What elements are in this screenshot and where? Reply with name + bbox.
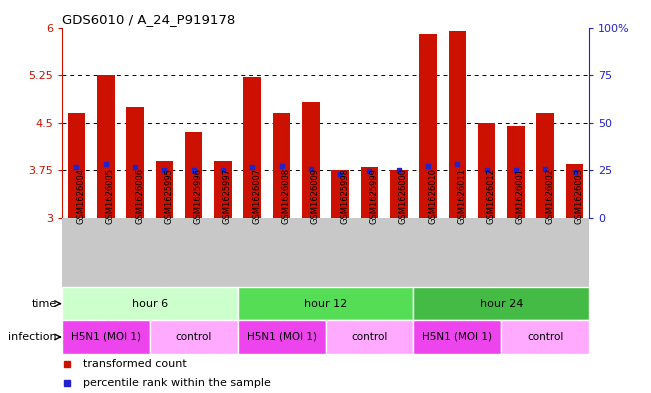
Text: GSM1625999: GSM1625999 [369, 168, 378, 224]
Bar [501, 320, 589, 354]
Bar [273, 113, 290, 218]
Bar [419, 34, 437, 218]
Text: GSM1626001: GSM1626001 [516, 168, 525, 224]
Text: GSM1626003: GSM1626003 [574, 167, 583, 224]
Text: transformed count: transformed count [83, 358, 187, 369]
Bar [331, 171, 349, 218]
Text: hour 12: hour 12 [304, 299, 347, 309]
Text: GSM1625998: GSM1625998 [340, 168, 349, 224]
Text: GSM1625996: GSM1625996 [193, 168, 202, 224]
Bar [238, 320, 326, 354]
Bar [566, 164, 583, 218]
Text: GSM1626009: GSM1626009 [311, 168, 320, 224]
Text: percentile rank within the sample: percentile rank within the sample [83, 378, 271, 388]
Bar [68, 113, 85, 218]
Text: H5N1 (MOI 1): H5N1 (MOI 1) [422, 332, 492, 342]
Bar [390, 171, 408, 218]
Bar [507, 126, 525, 218]
Bar [150, 320, 238, 354]
Bar [238, 287, 413, 320]
Bar [243, 77, 261, 218]
Text: GSM1626006: GSM1626006 [135, 167, 144, 224]
Text: GSM1625997: GSM1625997 [223, 168, 232, 224]
Bar [326, 320, 413, 354]
Text: GSM1626012: GSM1626012 [486, 168, 495, 224]
Bar [62, 287, 238, 320]
Text: control: control [176, 332, 212, 342]
Bar [536, 113, 554, 218]
Text: GSM1626005: GSM1626005 [105, 168, 115, 224]
Text: H5N1 (MOI 1): H5N1 (MOI 1) [71, 332, 141, 342]
Bar [214, 161, 232, 218]
Text: GSM1626004: GSM1626004 [77, 168, 85, 224]
Text: GSM1625995: GSM1625995 [164, 168, 173, 224]
Text: time: time [31, 299, 57, 309]
Text: GSM1626000: GSM1626000 [398, 168, 408, 224]
Text: control: control [352, 332, 387, 342]
Bar [449, 31, 466, 218]
Bar [185, 132, 202, 218]
Bar [126, 107, 144, 218]
Text: control: control [527, 332, 563, 342]
Text: GSM1626002: GSM1626002 [545, 168, 554, 224]
Bar [97, 75, 115, 218]
Bar [302, 103, 320, 218]
Bar [478, 123, 495, 218]
Bar [156, 161, 173, 218]
Text: hour 6: hour 6 [132, 299, 168, 309]
Bar [361, 167, 378, 218]
Bar [413, 287, 589, 320]
Bar [62, 320, 150, 354]
Text: GSM1626010: GSM1626010 [428, 168, 437, 224]
Text: infection: infection [8, 332, 57, 342]
Bar [413, 320, 501, 354]
Text: hour 24: hour 24 [480, 299, 523, 309]
Text: H5N1 (MOI 1): H5N1 (MOI 1) [247, 332, 316, 342]
Text: GSM1626011: GSM1626011 [457, 168, 466, 224]
Text: GSM1626007: GSM1626007 [252, 167, 261, 224]
Text: GDS6010 / A_24_P919178: GDS6010 / A_24_P919178 [62, 13, 235, 26]
Text: GSM1626008: GSM1626008 [281, 167, 290, 224]
